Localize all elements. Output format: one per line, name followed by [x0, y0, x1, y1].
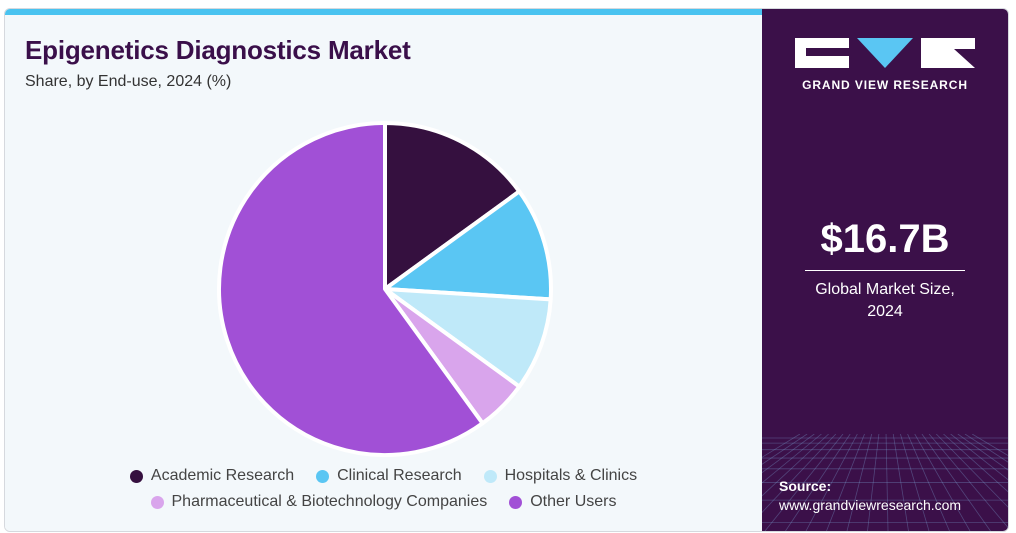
legend-swatch	[509, 495, 523, 509]
infographic-card: Epigenetics Diagnostics Market Share, by…	[4, 8, 1009, 532]
legend-item-other-users: Other Users	[509, 493, 616, 511]
chart-subtitle: Share, by End-use, 2024 (%)	[25, 73, 232, 90]
source-url: www.grandviewresearch.com	[779, 497, 962, 513]
decorative-grid-background	[762, 434, 1008, 531]
chart-title: Epigenetics Diagnostics Market	[25, 35, 411, 65]
logo-wordmark: GRAND VIEW RESEARCH	[802, 78, 968, 92]
market-caption-line2: 2024	[867, 303, 903, 320]
source-note: Source: www.grandviewresearch.com	[779, 477, 961, 515]
chart-panel: Epigenetics Diagnostics Market Share, by…	[5, 9, 762, 531]
source-label: Source:	[779, 478, 832, 494]
legend-item-pharma-biotech: Pharmaceutical & Biotechnology Companies	[150, 493, 488, 511]
divider	[805, 270, 965, 271]
legend-label: Hospitals & Clinics	[504, 467, 638, 484]
accent-bar	[5, 9, 762, 15]
legend-swatch	[129, 469, 143, 483]
legend-row-2: Pharmaceutical & Biotechnology Companies…	[5, 493, 762, 511]
legend-item-academic-research: Academic Research	[129, 467, 295, 485]
pie-slice-clinical-research	[383, 189, 553, 302]
legend-swatch	[483, 469, 497, 483]
market-size-value: $16.7B	[820, 217, 950, 261]
legend-label: Academic Research	[150, 467, 295, 484]
market-caption-line1: Global Market Size,	[815, 281, 955, 298]
logo-mark-icon	[795, 38, 975, 68]
legend-label: Other Users	[530, 493, 617, 510]
grand-view-research-logo: GRAND VIEW RESEARCH	[794, 37, 976, 92]
legend-swatch	[316, 469, 330, 483]
market-size-caption: Global Market Size, 2024	[785, 279, 985, 323]
legend-item-clinical-research: Clinical Research	[316, 467, 462, 485]
legend-row-1: Academic Research Clinical Research Hosp…	[5, 467, 762, 485]
legend-item-hospitals-clinics: Hospitals & Clinics	[483, 467, 638, 485]
legend-label: Pharmaceutical & Biotechnology Companies	[171, 493, 488, 510]
legend-swatch	[150, 495, 164, 509]
pie-slice-other-users	[217, 121, 485, 457]
pie-slice-academic-research	[383, 121, 522, 291]
pie-chart	[217, 121, 553, 457]
legend-label: Clinical Research	[337, 467, 462, 484]
sidebar-panel: GRAND VIEW RESEARCH $16.7B Global Market…	[762, 9, 1008, 531]
